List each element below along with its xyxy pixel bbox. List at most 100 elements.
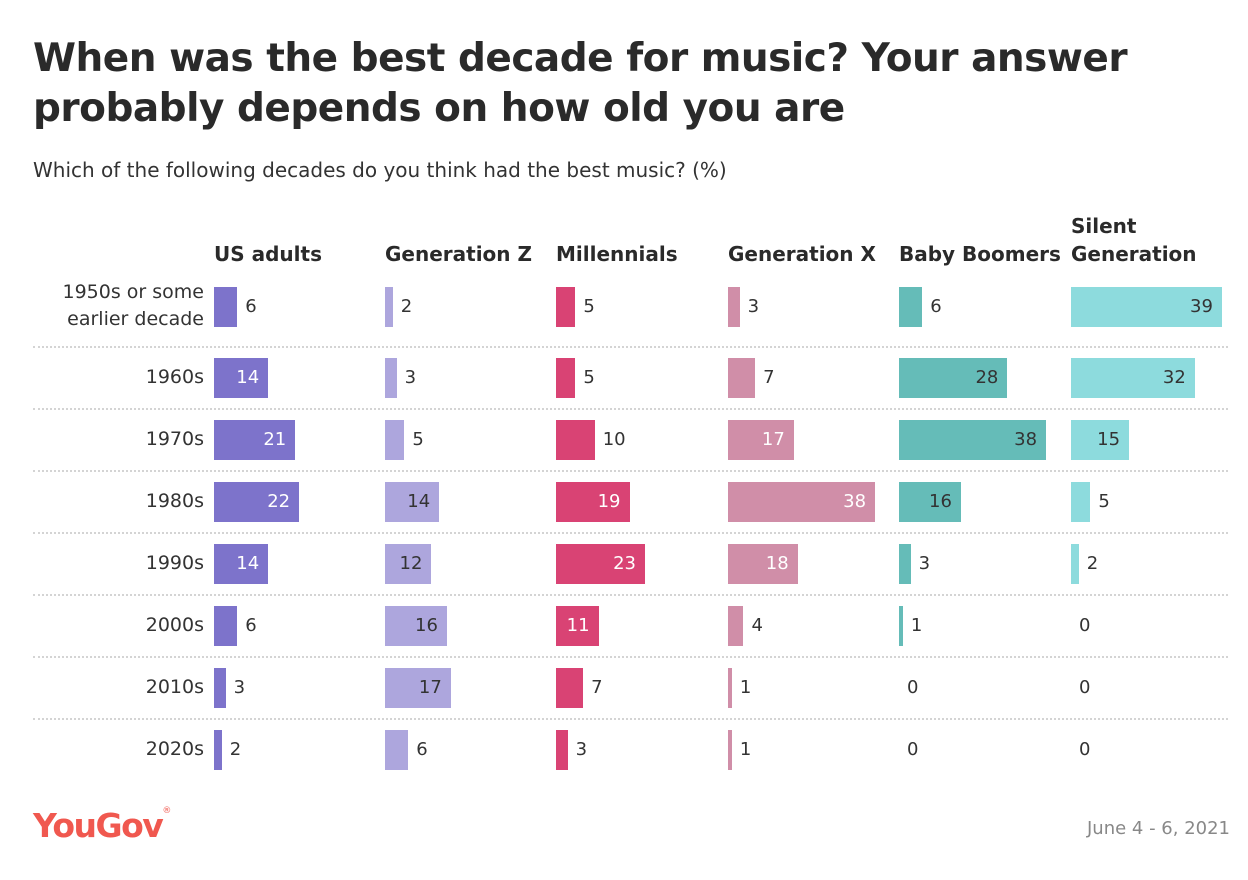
- bar: [385, 420, 405, 460]
- bar: [728, 668, 732, 708]
- bar: [385, 482, 440, 522]
- data-label: 0: [1079, 677, 1091, 698]
- data-label: 5: [1098, 491, 1110, 512]
- data-label: 39: [1190, 296, 1213, 317]
- row-label: 2010s: [145, 676, 204, 698]
- bar: [1071, 420, 1130, 460]
- data-label: 4: [751, 615, 763, 636]
- data-label: 38: [843, 491, 867, 512]
- row-label: 1960s: [145, 366, 204, 388]
- data-label: 28: [975, 367, 999, 388]
- row-separator: [33, 470, 1228, 472]
- bar: [556, 358, 576, 398]
- column-header: Generation X: [728, 242, 876, 266]
- row-separator: [33, 718, 1228, 720]
- column-header: Generation Z: [385, 242, 533, 266]
- data-label: 16: [929, 491, 952, 512]
- data-label: 5: [412, 429, 424, 450]
- data-label: 14: [236, 367, 260, 388]
- data-label: 16: [415, 615, 438, 636]
- data-label: 10: [602, 429, 626, 450]
- logo-text: YouGov: [33, 806, 164, 845]
- data-label: 6: [245, 296, 257, 317]
- data-label: 6: [930, 296, 942, 317]
- bar: [556, 668, 584, 708]
- bar: [556, 606, 599, 646]
- bar: [385, 730, 409, 770]
- bar: [1071, 544, 1079, 584]
- data-label: 0: [907, 739, 919, 760]
- row-separator: [33, 532, 1228, 534]
- chart-title: When was the best decade for music? Your…: [33, 36, 1128, 131]
- bar: [1071, 287, 1222, 327]
- bar: [556, 544, 645, 584]
- data-label: 6: [245, 615, 257, 636]
- data-label: 15: [1097, 429, 1121, 450]
- data-label: 1: [739, 739, 752, 760]
- row-label: 1950s or some earlier decade: [62, 281, 205, 330]
- data-label: 22: [267, 491, 291, 512]
- bar: [214, 482, 300, 522]
- data-label: 21: [263, 429, 287, 450]
- bar: [728, 544, 798, 584]
- row-separator: [33, 656, 1228, 658]
- bar: [728, 287, 740, 327]
- bar: [385, 544, 432, 584]
- column-header: Millennials: [556, 242, 678, 266]
- bar: [899, 287, 923, 327]
- data-label: 19: [597, 491, 621, 512]
- row-separator: [33, 346, 1228, 348]
- bar: [214, 606, 238, 646]
- column-header: Silent Generation: [1071, 214, 1197, 266]
- data-label: 1: [739, 677, 752, 698]
- data-label: 3: [404, 367, 417, 388]
- data-label: 7: [591, 677, 603, 698]
- data-label: 3: [918, 553, 931, 574]
- data-label: 0: [907, 677, 919, 698]
- data-label: 7: [763, 367, 775, 388]
- data-label: 3: [747, 296, 760, 317]
- bar: [728, 420, 794, 460]
- data-label: 5: [583, 367, 595, 388]
- bar: [899, 420, 1047, 460]
- bar: [899, 482, 961, 522]
- bar: [556, 482, 630, 522]
- chart-subtitle: Which of the following decades do you th…: [33, 158, 727, 182]
- bar: [899, 544, 911, 584]
- bar: [556, 287, 576, 327]
- data-label: 14: [407, 491, 431, 512]
- row-separator: [33, 408, 1228, 410]
- survey-date: June 4 - 6, 2021: [1086, 818, 1230, 839]
- bar: [385, 668, 451, 708]
- row-label: 1990s: [145, 552, 204, 574]
- data-label: 14: [236, 553, 260, 574]
- row-label: 1970s: [145, 428, 204, 450]
- data-label: 12: [399, 553, 423, 574]
- bar: [1071, 482, 1091, 522]
- data-label: 2: [229, 739, 242, 760]
- data-label: 5: [583, 296, 595, 317]
- data-label: 6: [416, 739, 428, 760]
- data-label: 32: [1162, 367, 1186, 388]
- yougov-logo: YouGov®: [33, 806, 171, 845]
- data-label: 2: [400, 296, 413, 317]
- bar: [214, 358, 269, 398]
- data-label: 17: [761, 429, 785, 450]
- bar: [214, 668, 226, 708]
- row-label: 2020s: [145, 738, 204, 760]
- column-header: US adults: [214, 242, 322, 266]
- data-label: 0: [1079, 615, 1091, 636]
- row-label: 2000s: [145, 614, 204, 636]
- bar: [728, 606, 744, 646]
- data-label: 17: [418, 677, 442, 698]
- bar: [728, 358, 756, 398]
- bar: [1071, 358, 1195, 398]
- data-label: 2: [1086, 553, 1099, 574]
- column-header: Baby Boomers: [899, 242, 1061, 266]
- bar: [214, 420, 296, 460]
- bar: [899, 606, 903, 646]
- bar: [214, 730, 222, 770]
- bar: [385, 358, 397, 398]
- bar: [214, 544, 269, 584]
- bar: [728, 482, 876, 522]
